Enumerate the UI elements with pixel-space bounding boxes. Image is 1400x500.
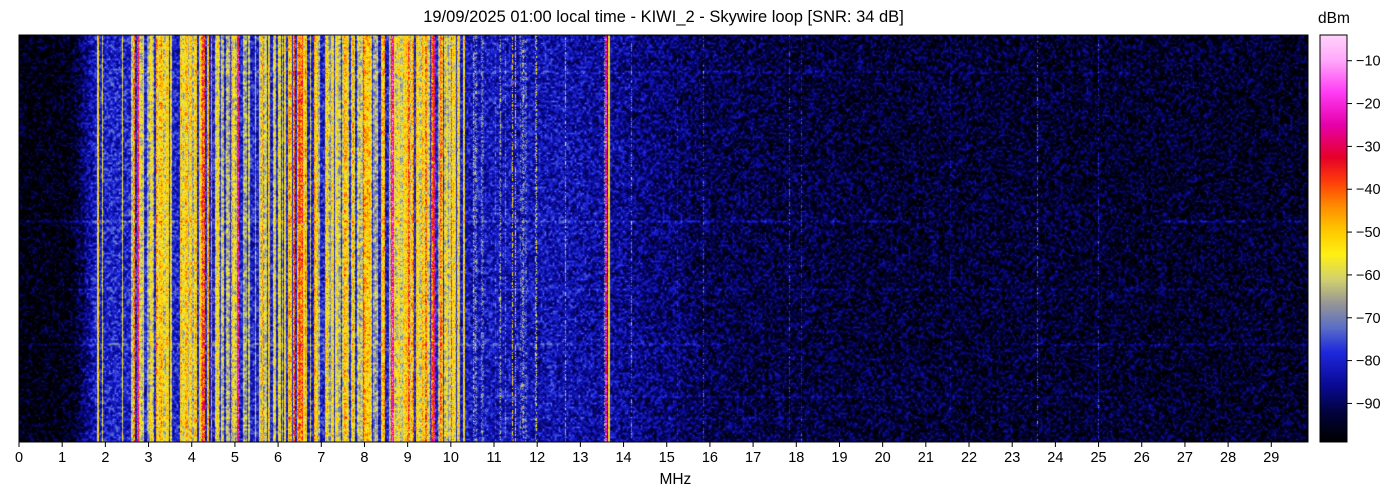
svg-text:9: 9 [404,450,412,466]
svg-text:4: 4 [188,450,196,466]
svg-text:−30: −30 [1356,139,1381,155]
svg-text:17: 17 [745,450,761,466]
svg-text:−70: −70 [1356,311,1381,327]
svg-text:5: 5 [231,450,239,466]
svg-text:24: 24 [1047,450,1063,466]
svg-text:28: 28 [1220,450,1236,466]
svg-text:23: 23 [1004,450,1020,466]
svg-text:2: 2 [101,450,109,466]
svg-text:29: 29 [1263,450,1279,466]
svg-text:26: 26 [1134,450,1150,466]
svg-text:14: 14 [615,450,631,466]
svg-text:MHz: MHz [659,471,691,488]
svg-text:dBm: dBm [1318,10,1350,27]
svg-text:22: 22 [961,450,977,466]
svg-text:−50: −50 [1356,225,1381,241]
svg-text:12: 12 [529,450,545,466]
svg-text:−10: −10 [1356,54,1381,70]
svg-text:−90: −90 [1356,396,1381,412]
svg-text:−20: −20 [1356,97,1381,113]
svg-text:15: 15 [659,450,675,466]
svg-text:21: 21 [918,450,934,466]
svg-text:−40: −40 [1356,182,1381,198]
svg-text:7: 7 [317,450,325,466]
svg-text:16: 16 [702,450,718,466]
svg-text:25: 25 [1090,450,1106,466]
svg-text:3: 3 [145,450,153,466]
svg-text:18: 18 [788,450,804,466]
svg-text:19: 19 [831,450,847,466]
svg-text:1: 1 [58,450,66,466]
svg-text:11: 11 [486,450,501,466]
svg-text:−60: −60 [1356,268,1381,284]
svg-text:−80: −80 [1356,354,1381,370]
svg-text:27: 27 [1177,450,1193,466]
svg-text:6: 6 [274,450,282,466]
svg-text:10: 10 [443,450,459,466]
svg-text:20: 20 [875,450,891,466]
svg-text:0: 0 [15,450,23,466]
svg-text:13: 13 [572,450,588,466]
svg-text:8: 8 [360,450,368,466]
